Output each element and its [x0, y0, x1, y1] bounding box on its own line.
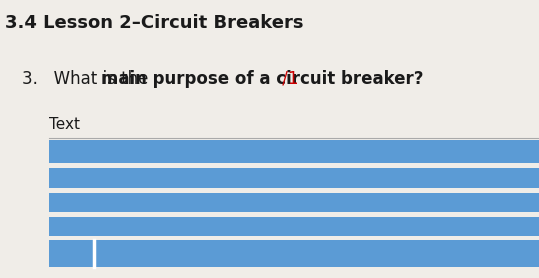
Text: Text: Text: [49, 117, 80, 132]
Text: /1: /1: [277, 70, 298, 88]
Bar: [49, 193, 539, 212]
Text: 3.4 Lesson 2–Circuit Breakers: 3.4 Lesson 2–Circuit Breakers: [5, 14, 304, 32]
Bar: [49, 168, 539, 188]
Bar: [49, 140, 539, 163]
Text: 3.   What is the: 3. What is the: [22, 70, 153, 88]
Text: main purpose of a circuit breaker?: main purpose of a circuit breaker?: [101, 70, 424, 88]
Bar: [49, 240, 539, 267]
Bar: [49, 217, 539, 236]
